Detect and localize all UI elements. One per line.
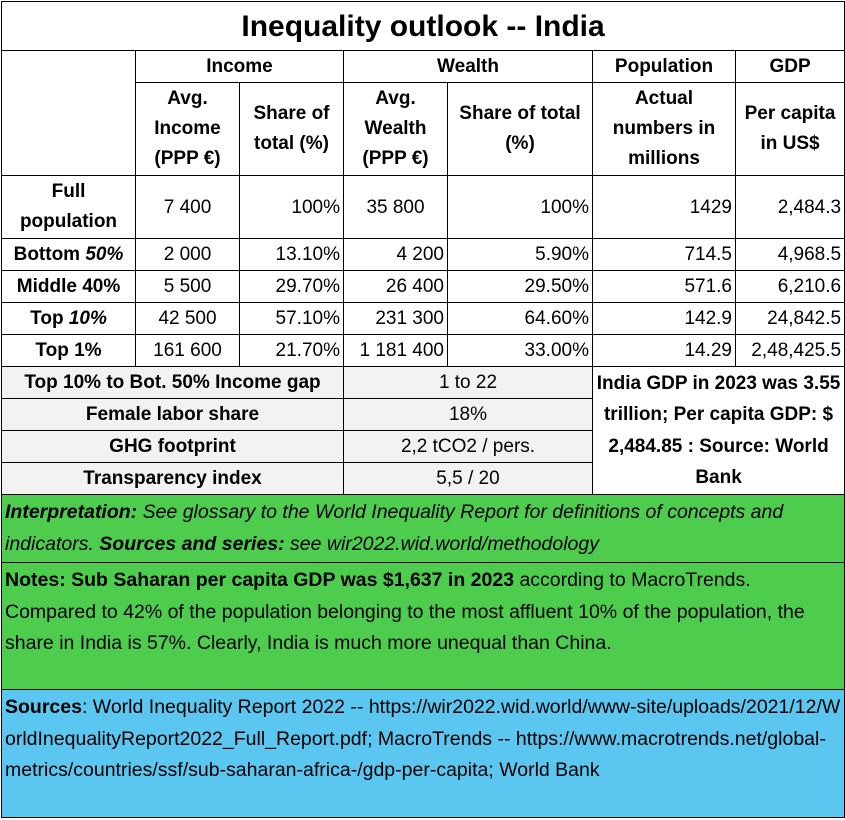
cell-population: 14.29 xyxy=(592,334,736,367)
group-income: Income xyxy=(135,50,344,83)
indicator-label: GHG footprint xyxy=(1,430,344,463)
cell-avg-wealth: 231 300 xyxy=(343,302,448,335)
cell-avg-income: 7 400 xyxy=(135,175,240,239)
indicator-value: 2,2 tCO2 / pers. xyxy=(343,430,593,463)
cell-avg-wealth: 26 400 xyxy=(343,270,448,303)
row-label: Middle 40% xyxy=(1,270,136,303)
gdp-note: India GDP in 2023 was 3.55 trillion; Per… xyxy=(591,366,845,495)
indicator-row: Top 10% to Bot. 50% Income gap 1 to 22 I… xyxy=(1,366,845,495)
indicator-value: 1 to 22 xyxy=(343,366,593,399)
cell-avg-income: 5 500 xyxy=(135,270,240,303)
cell-gdp-per-capita: 2,48,425.5 xyxy=(734,334,845,367)
cell-wealth-share: 100% xyxy=(447,175,593,239)
col-wealth-share: Share of total (%) xyxy=(447,82,593,176)
cell-population: 571.6 xyxy=(592,270,736,303)
table-row: Top 10% 42 500 57.10% 231 300 64.60% 142… xyxy=(1,302,845,335)
col-population: Actual numbers in millions xyxy=(592,82,736,176)
cell-wealth-share: 29.50% xyxy=(447,270,593,303)
cell-income-share: 100% xyxy=(239,175,344,239)
notes-block: Notes: Sub Saharan per capita GDP was $1… xyxy=(0,562,845,690)
cell-population: 1429 xyxy=(592,175,736,239)
col-income-share: Share of total (%) xyxy=(239,82,344,176)
row-label: Top 1% xyxy=(1,334,136,367)
cell-avg-wealth: 35 800 xyxy=(343,175,448,239)
cell-avg-income: 161 600 xyxy=(135,334,240,367)
cell-income-share: 13.10% xyxy=(239,238,344,271)
row-label: Full population xyxy=(1,175,136,239)
cell-income-share: 29.70% xyxy=(239,270,344,303)
header-blank-cell xyxy=(1,50,136,176)
cell-avg-wealth: 1 181 400 xyxy=(343,334,448,367)
group-gdp: GDP xyxy=(734,50,845,83)
row-label: Top 10% xyxy=(1,302,136,335)
cell-population: 142.9 xyxy=(592,302,736,335)
group-wealth: Wealth xyxy=(343,50,593,83)
table-row: Middle 40% 5 500 29.70% 26 400 29.50% 57… xyxy=(1,270,845,303)
cell-gdp-per-capita: 24,842.5 xyxy=(734,302,845,335)
col-gdp-per-capita: Per capita in US$ xyxy=(734,82,845,176)
cell-income-share: 21.70% xyxy=(239,334,344,367)
group-population: Population xyxy=(592,50,736,83)
cell-avg-income: 42 500 xyxy=(135,302,240,335)
cell-wealth-share: 5.90% xyxy=(447,238,593,271)
indicator-value: 5,5 / 20 xyxy=(343,462,593,495)
table-row: Top 1% 161 600 21.70% 1 181 400 33.00% 1… xyxy=(1,334,845,367)
indicator-row: Female labor share 18% xyxy=(1,398,845,431)
interpretation-note: Interpretation: See glossary to the Worl… xyxy=(0,494,845,563)
cell-population: 714.5 xyxy=(592,238,736,271)
col-avg-income: Avg. Income (PPP €) xyxy=(135,82,240,176)
page-title: Inequality outlook -- India xyxy=(0,1,845,51)
cell-gdp-per-capita: 2,484.3 xyxy=(734,175,845,239)
cell-gdp-per-capita: 6,210.6 xyxy=(734,270,845,303)
row-label: Bottom 50% xyxy=(1,238,136,271)
table-row: Bottom 50% 2 000 13.10% 4 200 5.90% 714.… xyxy=(1,238,845,271)
col-avg-wealth: Avg. Wealth (PPP €) xyxy=(343,82,448,176)
cell-wealth-share: 33.00% xyxy=(447,334,593,367)
table-row: Full population 7 400 100% 35 800 100% 1… xyxy=(1,175,845,239)
indicator-value: 18% xyxy=(343,398,593,431)
cell-wealth-share: 64.60% xyxy=(447,302,593,335)
sources-block: Sources: World Inequality Report 2022 --… xyxy=(0,689,845,818)
indicator-row: Transparency index 5,5 / 20 xyxy=(1,462,845,495)
indicator-label: Top 10% to Bot. 50% Income gap xyxy=(1,366,344,399)
indicator-label: Transparency index xyxy=(1,462,344,495)
cell-gdp-per-capita: 4,968.5 xyxy=(734,238,845,271)
indicator-label: Female labor share xyxy=(1,398,344,431)
cell-avg-wealth: 4 200 xyxy=(343,238,448,271)
cell-avg-income: 2 000 xyxy=(135,238,240,271)
cell-income-share: 57.10% xyxy=(239,302,344,335)
